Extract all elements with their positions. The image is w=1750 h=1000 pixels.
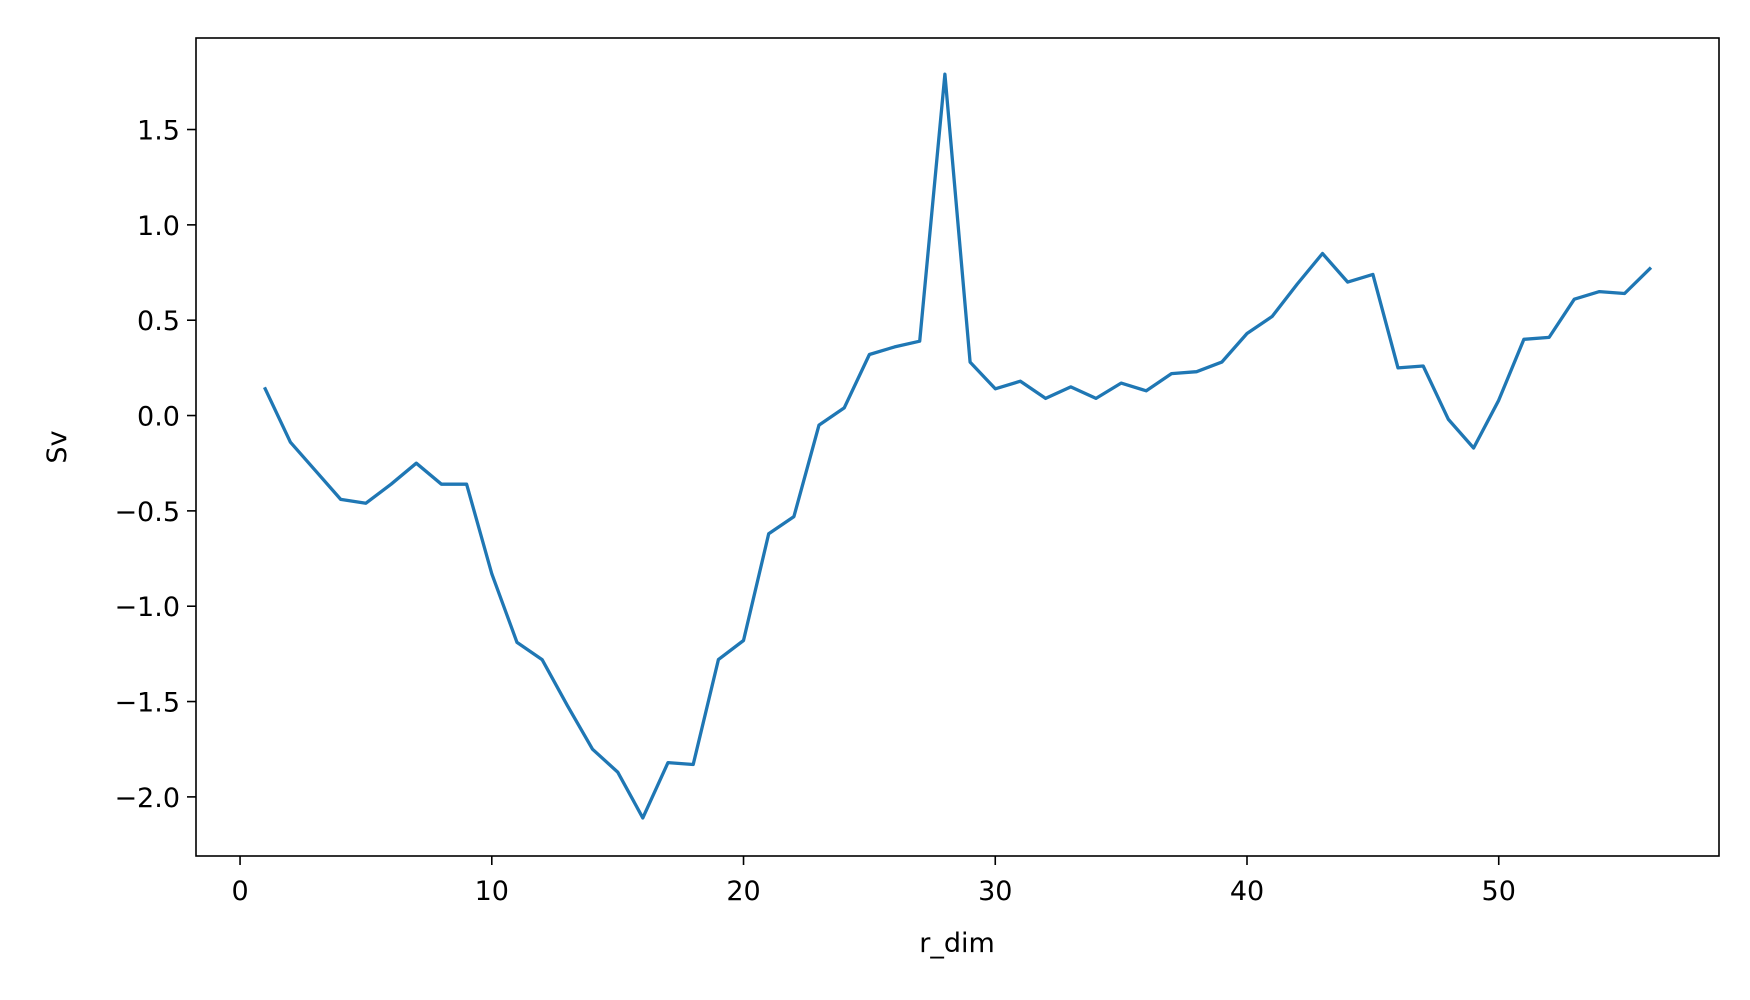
x-axis-label: r_dim bbox=[919, 928, 995, 959]
y-tick-label: −1.5 bbox=[114, 688, 180, 719]
x-tick-label: 50 bbox=[1482, 876, 1516, 907]
x-axis: 0 10 20 30 40 50 bbox=[231, 856, 1516, 907]
y-axis: −2.0 −1.5 −1.0 −0.5 0.0 0.5 1.0 1.5 bbox=[114, 116, 196, 814]
y-tick-label: 0.0 bbox=[137, 402, 180, 433]
x-tick-label: 0 bbox=[231, 876, 248, 907]
y-tick-label: 0.5 bbox=[137, 306, 180, 337]
x-tick-label: 30 bbox=[978, 876, 1012, 907]
plot-area bbox=[196, 38, 1719, 856]
y-tick-label: 1.0 bbox=[137, 211, 180, 242]
plot-frame bbox=[195, 37, 1720, 857]
y-tick-label: −1.0 bbox=[114, 592, 180, 623]
y-tick-label: 1.5 bbox=[137, 116, 180, 147]
x-tick-label: 10 bbox=[475, 876, 509, 907]
y-tick-label: −2.0 bbox=[114, 783, 180, 814]
y-tick-label: −0.5 bbox=[114, 497, 180, 528]
series-line bbox=[263, 72, 1653, 820]
x-tick-label: 40 bbox=[1230, 876, 1264, 907]
y-axis-label: Sv bbox=[42, 430, 73, 463]
series-layer bbox=[263, 72, 1653, 820]
x-tick-label: 20 bbox=[726, 876, 760, 907]
